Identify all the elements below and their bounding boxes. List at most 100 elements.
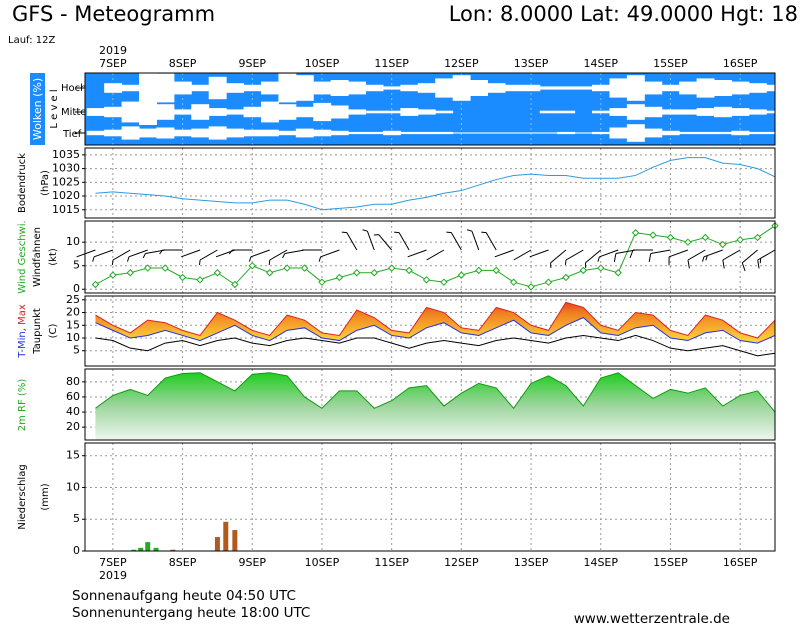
y-unit: (mm): [40, 483, 51, 510]
y-unit: (kt): [48, 248, 59, 266]
x-tick-label: 16SEP: [723, 556, 758, 569]
wind-barb: [757, 249, 776, 269]
cloud-cell: [348, 109, 367, 115]
y-tick-label: 15: [66, 449, 80, 462]
tmax-label: Max: [17, 304, 28, 325]
series-line: [95, 317, 776, 344]
y-label: 2m RF (%): [17, 379, 28, 432]
cloud-cell: [592, 110, 610, 114]
x-tick-label: 13SEP: [514, 57, 549, 70]
wind-marker: [509, 278, 518, 286]
x-tick-label: 7SEP: [99, 556, 127, 569]
location: Lon: 8.0000 Lat: 49.0000 Hgt: 18: [449, 2, 798, 26]
cloud-cell: [522, 132, 541, 134]
cloud-cell: [592, 84, 610, 92]
cloud-cell: [644, 81, 663, 95]
bar: [232, 530, 238, 551]
wind-barb: [268, 249, 288, 266]
cloud-cell: [382, 110, 401, 114]
series-line: [95, 157, 776, 211]
wind-barb: [127, 249, 148, 262]
cloud-cell: [226, 83, 245, 93]
cloud-cell: [557, 110, 576, 114]
cloud-cell: [400, 108, 419, 116]
y-tick-label: 5: [73, 512, 80, 525]
x-tick-label: 11SEP: [374, 556, 409, 569]
cloud-cell: [139, 99, 157, 125]
wind-barb: [481, 231, 497, 251]
y-label2: Taupunkt: [32, 308, 43, 355]
cloud-cell: [522, 84, 541, 92]
wind-barb: [111, 249, 131, 266]
cloud-cell: [121, 84, 140, 92]
level-label: L e v e l: [49, 89, 60, 128]
x-tick-label: 12SEP: [444, 556, 479, 569]
year-top: 2019: [99, 44, 127, 57]
wind-marker: [736, 236, 744, 244]
x-tick-label: 8SEP: [169, 556, 197, 569]
cloud-cell: [609, 78, 628, 98]
cloud-cell: [626, 104, 645, 120]
cloud-cell: [313, 81, 332, 95]
x-tick-label: 12SEP: [444, 57, 479, 70]
y-tick-label: 1030: [52, 162, 80, 175]
cloud-cell: [714, 80, 732, 96]
wind-barb: [446, 231, 462, 251]
cloud-cell: [313, 102, 332, 122]
wind-marker: [544, 278, 553, 286]
wind-barb: [584, 249, 602, 268]
y-tick-label: 25: [66, 293, 80, 306]
cloud-cell: [470, 132, 488, 134]
wind-barb: [564, 249, 584, 266]
cloud-label: Wolken (%): [31, 78, 44, 140]
wind-marker: [701, 233, 710, 242]
y-tick-label: 10: [66, 480, 80, 493]
bar: [214, 537, 220, 551]
cloud-cell: [104, 129, 123, 137]
y-label: T-Min, Max: [17, 304, 28, 359]
x-tick-label: 14SEP: [583, 556, 618, 569]
y-tick-label: 1020: [52, 189, 80, 202]
y-tick-label: 20: [66, 420, 80, 433]
y-tick-label: 1025: [52, 175, 80, 188]
wind-marker: [318, 278, 326, 286]
cloud-cell: [748, 83, 767, 93]
wind-marker: [196, 276, 204, 284]
cloud-cell: [173, 81, 192, 95]
cloud-cell: [365, 131, 384, 135]
x-tick-label: 8SEP: [169, 57, 197, 70]
cloud-cell: [487, 83, 506, 93]
cloud-cell: [365, 84, 384, 92]
wind-marker: [213, 269, 222, 277]
cloud-cell: [661, 84, 680, 92]
cloud-cell: [208, 76, 227, 100]
wind-barb: [741, 249, 758, 272]
cloud-cell: [679, 131, 698, 135]
cloud-cell: [313, 129, 332, 137]
series-line: [95, 301, 776, 339]
panel-frame: [84, 72, 776, 146]
cloud-cell: [435, 78, 454, 98]
y-unit: (hPa): [40, 170, 51, 196]
cloud-cell: [382, 130, 401, 136]
wind-marker: [614, 269, 622, 277]
cloud-cell: [330, 105, 349, 119]
wind-marker: [144, 264, 152, 272]
cloud-cell: [226, 109, 245, 115]
wind-marker: [527, 283, 535, 291]
cloud-cell: [173, 109, 192, 115]
wind-barb: [373, 234, 393, 251]
x-tick-label: 14SEP: [583, 57, 618, 70]
wind-barb: [92, 249, 114, 262]
cloud-cell: [435, 131, 454, 135]
cloud-cell: [260, 129, 279, 137]
panel-frame: [84, 442, 776, 552]
x-tick-label: 11SEP: [374, 57, 409, 70]
source: www.wetterzentrale.de: [574, 611, 730, 625]
cloud-cell: [243, 129, 262, 137]
cloud-cell: [417, 83, 436, 93]
cloud-cell: [139, 128, 157, 138]
wind-barb: [629, 249, 654, 259]
wind-barb: [318, 249, 340, 262]
cloud-cell: [348, 81, 367, 95]
